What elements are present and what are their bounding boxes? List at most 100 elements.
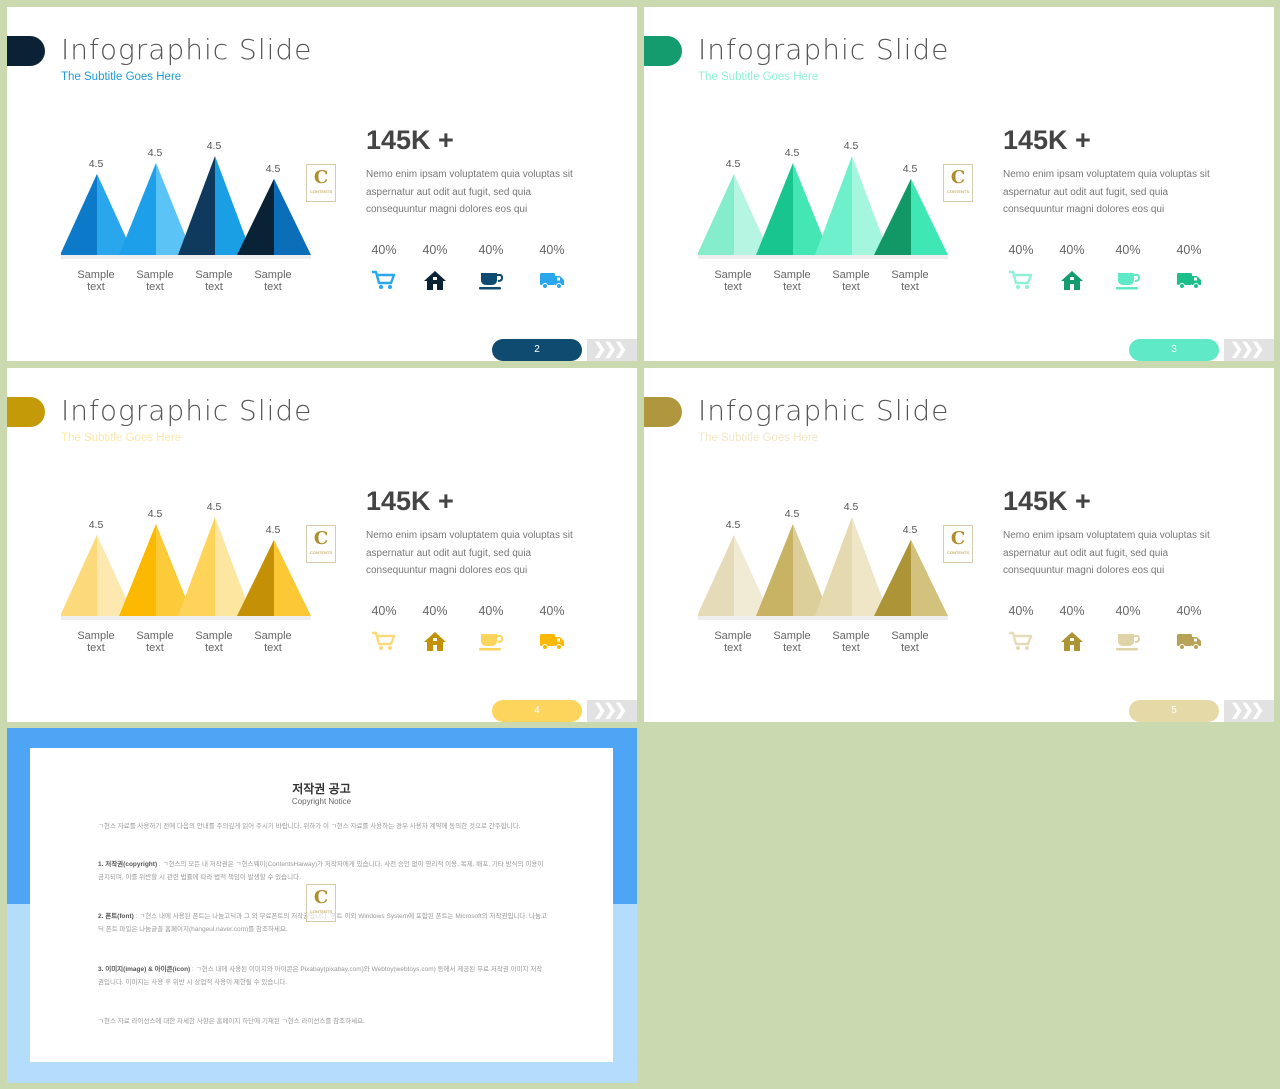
value-label: 4.5	[726, 158, 741, 170]
category-label: text	[783, 281, 801, 293]
cup-icon	[1115, 630, 1141, 652]
chart-peak-left	[178, 156, 215, 255]
infographic-slide[interactable]: Infographic Slide The Subtitle Goes Here 4…	[7, 7, 637, 361]
value-label: 4.5	[844, 501, 859, 513]
cup-icon	[478, 630, 504, 652]
chart-peak-right	[274, 539, 311, 616]
logo-text: CONTENTS	[947, 550, 969, 555]
page-number-pill[interactable]: 4	[492, 700, 582, 722]
category-label: text	[146, 281, 164, 293]
chart-peak-right	[852, 156, 889, 255]
value-label: 4.5	[266, 524, 281, 536]
title-tab-marker	[644, 397, 682, 427]
value-label: 4.5	[89, 519, 104, 531]
percentage-label: 40%	[422, 243, 448, 257]
truck-icon	[539, 269, 565, 291]
house-icon	[1059, 630, 1085, 652]
category-label: Sample	[891, 269, 928, 281]
category-label: text	[901, 642, 919, 654]
chart-peak-right	[911, 178, 948, 255]
chart-peak-left	[874, 178, 911, 255]
stat-value: 145K +	[1003, 125, 1091, 155]
notice-paragraph: ㄱ현스 자료 라이선스에 대한 자세한 사항은 홈페이지 하단에 기재된 ㄱ현스…	[98, 1018, 365, 1025]
value-label: 4.5	[726, 519, 741, 531]
chart-baseline	[698, 616, 948, 620]
logo-letter: C	[313, 167, 329, 188]
value-label: 4.5	[148, 147, 163, 159]
value-label: 4.5	[844, 140, 859, 152]
category-label: Sample	[773, 269, 810, 281]
next-arrows[interactable]: ❯❯❯	[1224, 339, 1274, 361]
category-label: Sample	[77, 630, 114, 642]
value-label: 4.5	[207, 501, 222, 513]
truck-icon	[539, 630, 565, 652]
cup-icon	[1115, 269, 1141, 291]
value-label: 4.5	[785, 147, 800, 159]
contents-logo: C CONTENTS	[306, 164, 336, 202]
percentage-label: 40%	[1176, 604, 1202, 618]
cup-icon	[478, 269, 504, 291]
next-arrows[interactable]: ❯❯❯	[1224, 700, 1274, 722]
title-tab-marker	[644, 36, 682, 66]
cart-icon	[1008, 269, 1034, 291]
chart-peak-left	[815, 517, 852, 616]
next-arrows[interactable]: ❯❯❯	[587, 339, 637, 361]
chart-peak-left	[61, 534, 97, 616]
category-label: text	[205, 642, 223, 654]
infographic-slide[interactable]: Infographic Slide The Subtitle Goes Here 4…	[644, 368, 1274, 722]
value-label: 4.5	[148, 508, 163, 520]
category-label: Sample	[714, 269, 751, 281]
logo-letter: C	[950, 528, 966, 549]
stat-description: Nemo enim ipsam voluptatem quia voluptas…	[1003, 530, 1210, 576]
page-number-pill[interactable]: 3	[1129, 339, 1219, 361]
category-label: text	[842, 642, 860, 654]
category-label: Sample	[254, 630, 291, 642]
percentage-label: 40%	[478, 604, 504, 618]
chart-peak-left	[61, 173, 97, 255]
notice-paragraph: ㄱ현스 자료를 사용하기 전에 다음의 안내를 주의깊게 읽어 주시기 바랍니다…	[98, 823, 521, 830]
slide-subtitle: The Subtitle Goes Here	[698, 71, 819, 83]
category-label: Sample	[136, 630, 173, 642]
chart-peak-right	[97, 173, 134, 255]
percentage-label: 40%	[371, 243, 397, 257]
chart-peak-right	[734, 173, 771, 255]
stat-description: Nemo enim ipsam voluptatem quia voluptas…	[1003, 169, 1210, 215]
category-label: text	[87, 281, 105, 293]
category-label: Sample	[832, 269, 869, 281]
page-number-pill[interactable]: 5	[1129, 700, 1219, 722]
percentage-label: 40%	[1008, 604, 1034, 618]
category-label: text	[724, 281, 742, 293]
chart-peak-left	[698, 534, 734, 616]
cart-icon	[371, 269, 397, 291]
category-label: Sample	[254, 269, 291, 281]
chart-peak-left	[698, 173, 734, 255]
slide-subtitle: The Subtitle Goes Here	[61, 71, 182, 83]
chart-peak-left	[756, 162, 793, 255]
chart-peak-left	[756, 523, 793, 616]
notice-paragraph: 3. 이미지(image) & 아이콘(icon) : ㄱ현스 내에 사용된 이…	[98, 966, 543, 986]
house-icon	[422, 630, 448, 652]
page-number-pill[interactable]: 2	[492, 339, 582, 361]
notice-paragraph: 1. 저작권(copyright) : ㄱ현스의 모든 내 저작권은 ㄱ현스웨이…	[98, 861, 544, 881]
chart-peak-left	[119, 523, 156, 616]
contents-logo: C CONTENTS	[306, 525, 336, 563]
infographic-slide[interactable]: Infographic Slide The Subtitle Goes Here 4…	[7, 368, 637, 722]
chart-peak-left	[178, 517, 215, 616]
slide-title: Infographic Slide	[61, 394, 313, 427]
slide-subtitle: The Subtitle Goes Here	[61, 432, 182, 444]
stat-description: Nemo enim ipsam voluptatem quia voluptas…	[366, 169, 573, 215]
notice-title: 저작권 공고	[292, 782, 351, 796]
title-tab-marker	[7, 397, 45, 427]
stat-value: 145K +	[366, 125, 454, 155]
percentage-label: 40%	[1059, 604, 1085, 618]
chart-baseline	[698, 255, 948, 259]
logo-letter: C	[950, 167, 966, 188]
next-arrows[interactable]: ❯❯❯	[587, 700, 637, 722]
contents-logo: C CONTENTS	[306, 884, 336, 922]
category-label: text	[205, 281, 223, 293]
infographic-slide[interactable]: Infographic Slide The Subtitle Goes Here 4…	[644, 7, 1274, 361]
copyright-notice-slide[interactable]: 저작권 공고 Copyright Notice ㄱ현스 자료를 사용하기 전에 …	[7, 728, 637, 1083]
slide-title: Infographic Slide	[61, 33, 313, 66]
category-label: Sample	[195, 630, 232, 642]
category-label: text	[264, 281, 282, 293]
